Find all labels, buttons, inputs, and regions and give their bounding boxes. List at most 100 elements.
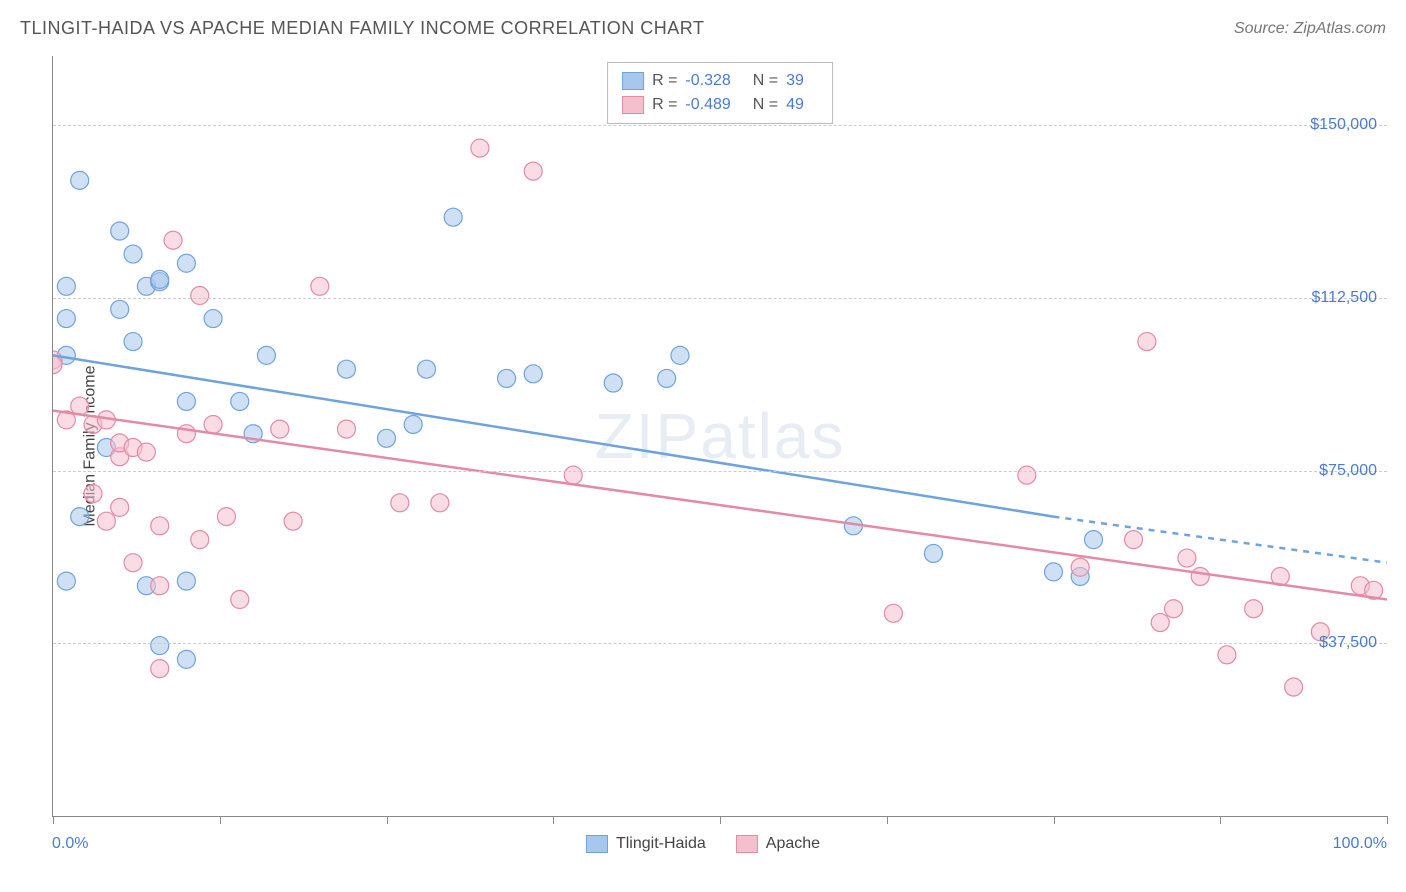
x-axis-min-label: 0.0% — [52, 835, 88, 853]
data-point — [1071, 558, 1089, 576]
data-point — [57, 411, 75, 429]
data-point — [71, 508, 89, 526]
chart-header: TLINGIT-HAIDA VS APACHE MEDIAN FAMILY IN… — [20, 18, 1386, 39]
data-point — [177, 254, 195, 272]
x-tick — [220, 816, 221, 824]
data-point — [1365, 581, 1383, 599]
legend-item-1: Apache — [736, 835, 820, 853]
swatch-series-1 — [622, 96, 644, 114]
x-tick — [1387, 816, 1388, 824]
n-label: N = — [753, 69, 778, 93]
data-point — [337, 360, 355, 378]
data-point — [124, 439, 142, 457]
data-point — [177, 572, 195, 590]
data-point — [191, 531, 209, 549]
data-point — [671, 346, 689, 364]
data-point — [57, 310, 75, 328]
data-point — [1125, 531, 1143, 549]
x-tick — [53, 816, 54, 824]
data-point — [137, 443, 155, 461]
legend-label-0: Tlingit-Haida — [616, 835, 706, 853]
data-point — [1151, 614, 1169, 632]
data-point — [111, 222, 129, 240]
data-point — [124, 245, 142, 263]
data-point — [84, 485, 102, 503]
correlation-legend: R = -0.328 N = 39 R = -0.489 N = 49 — [607, 62, 833, 124]
data-point — [164, 231, 182, 249]
data-point — [1178, 549, 1196, 567]
data-point — [244, 425, 262, 443]
series-legend: Tlingit-Haida Apache — [586, 835, 820, 853]
data-point — [111, 434, 129, 452]
trend-line — [53, 355, 1054, 516]
x-tick — [887, 816, 888, 824]
data-point — [97, 411, 115, 429]
data-point — [844, 517, 862, 535]
data-point — [111, 300, 129, 318]
swatch-series-0 — [586, 835, 608, 853]
data-point — [97, 439, 115, 457]
data-point — [124, 333, 142, 351]
data-point — [57, 277, 75, 295]
gridline — [53, 643, 1387, 644]
chart-title: TLINGIT-HAIDA VS APACHE MEDIAN FAMILY IN… — [20, 18, 704, 39]
swatch-series-1 — [736, 835, 758, 853]
x-axis-max-label: 100.0% — [1333, 835, 1387, 853]
data-point — [177, 392, 195, 410]
data-point — [137, 277, 155, 295]
data-point — [431, 494, 449, 512]
n-label: N = — [753, 93, 778, 117]
trend-line-extrapolated — [1054, 517, 1388, 563]
data-point — [1071, 567, 1089, 585]
chart-svg — [53, 56, 1387, 816]
data-point — [71, 397, 89, 415]
x-tick — [387, 816, 388, 824]
data-point — [924, 544, 942, 562]
legend-label-1: Apache — [766, 835, 820, 853]
x-tick — [720, 816, 721, 824]
data-point — [1165, 600, 1183, 618]
data-point — [151, 273, 169, 291]
data-point — [151, 660, 169, 678]
r-value-1: -0.489 — [685, 93, 730, 117]
data-point — [191, 287, 209, 305]
gridline — [53, 471, 1387, 472]
data-point — [564, 466, 582, 484]
x-tick — [1220, 816, 1221, 824]
data-point — [177, 425, 195, 443]
data-point — [151, 517, 169, 535]
data-point — [444, 208, 462, 226]
data-point — [53, 356, 62, 374]
data-point — [1191, 567, 1209, 585]
data-point — [1018, 466, 1036, 484]
data-point — [378, 429, 396, 447]
y-tick-label: $150,000 — [1310, 116, 1377, 134]
r-value-0: -0.328 — [685, 69, 730, 93]
data-point — [217, 508, 235, 526]
data-point — [151, 637, 169, 655]
data-point — [337, 420, 355, 438]
data-point — [1045, 563, 1063, 581]
data-point — [53, 351, 62, 369]
data-point — [84, 415, 102, 433]
data-point — [111, 448, 129, 466]
n-value-0: 39 — [786, 69, 804, 93]
data-point — [111, 498, 129, 516]
r-label: R = — [652, 69, 677, 93]
data-point — [471, 139, 489, 157]
data-point — [57, 572, 75, 590]
data-point — [1138, 333, 1156, 351]
gridline — [53, 298, 1387, 299]
x-tick — [1054, 816, 1055, 824]
trend-line — [53, 411, 1387, 600]
data-point — [124, 554, 142, 572]
data-point — [604, 374, 622, 392]
data-point — [177, 650, 195, 668]
swatch-series-0 — [622, 72, 644, 90]
legend-row-series-1: R = -0.489 N = 49 — [622, 93, 818, 117]
data-point — [284, 512, 302, 530]
data-point — [311, 277, 329, 295]
data-point — [1085, 531, 1103, 549]
y-tick-label: $112,500 — [1311, 289, 1377, 307]
data-point — [391, 494, 409, 512]
